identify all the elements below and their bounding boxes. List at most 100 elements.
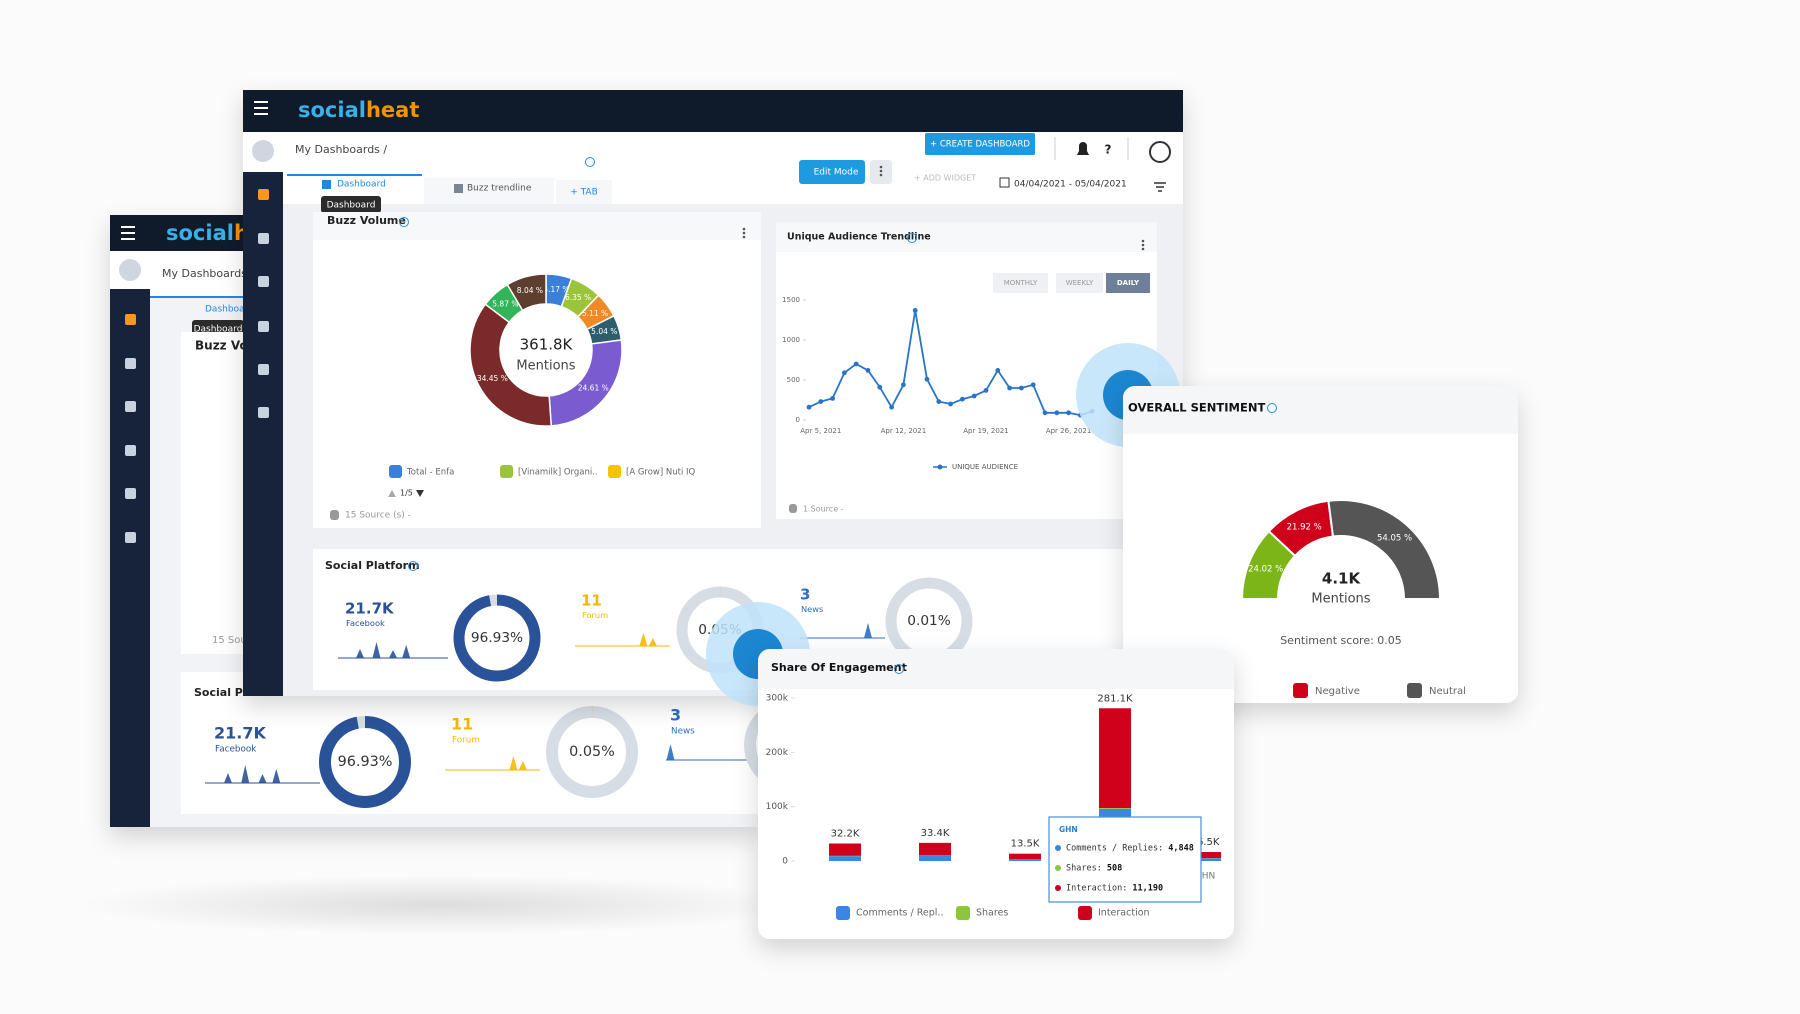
y-tick-label: 300k [766, 694, 789, 704]
tooltip-box [1048, 816, 1202, 903]
ring-share [453, 594, 541, 682]
line-point [1066, 410, 1071, 416]
add-widget[interactable]: + ADD WIDGET [914, 174, 976, 183]
platform-name: Facebook [346, 618, 385, 628]
sidebar-icon [125, 314, 136, 325]
card-header [758, 677, 1234, 689]
segment-label: 21.92 % [1287, 522, 1322, 532]
info-icon [399, 217, 409, 227]
platform-count: 21.7K [214, 724, 266, 743]
filter-icon[interactable] [1154, 182, 1166, 192]
tab-icon [454, 184, 463, 193]
sidebar-icon [125, 532, 136, 543]
x-tick-label: Apr 5, 2021 [800, 427, 841, 435]
period-button-label[interactable]: WEEKLY [1066, 279, 1094, 287]
sidebar-icon [125, 488, 136, 499]
sidebar-icon [258, 189, 269, 200]
sparkline [205, 765, 320, 783]
date-range[interactable]: 04/04/2021 - 05/04/2021 [1014, 180, 1127, 190]
donut-slice [469, 303, 553, 427]
sentiment-score: Sentiment score: 0.05 [1280, 634, 1402, 647]
period-button-label[interactable]: MONTHLY [1004, 279, 1038, 287]
slice-label: 24.61 % [578, 384, 609, 393]
period-button[interactable] [1106, 273, 1150, 293]
ring-label: 0.01% [907, 613, 950, 629]
donut-slice [506, 273, 547, 312]
legend-swatch [1407, 683, 1422, 698]
sidebar-icon [125, 358, 136, 369]
user-avatar[interactable] [1149, 141, 1171, 163]
total-label: 33.4K [921, 828, 950, 839]
ring-label: 0.05% [569, 744, 615, 760]
y-tick-label: 0 [796, 416, 800, 424]
legend-label: [A Grow] Nuti IQ [626, 468, 696, 478]
panel-title: Buzz Volume [327, 214, 406, 227]
card-header [1123, 420, 1518, 434]
tab-label[interactable]: Buzz trendline [467, 184, 532, 194]
legend-label: Interaction [1098, 908, 1150, 919]
tab-label[interactable]: Dashboard [337, 180, 386, 190]
y-tick-label: 0 [782, 857, 788, 867]
slice-label: 34.45 % [477, 374, 508, 383]
info-icon [1267, 403, 1277, 413]
legend-swatch [1293, 683, 1308, 698]
sparkline [800, 623, 885, 638]
panel-header [776, 222, 1157, 252]
slice-label: 5.17 % [543, 285, 569, 294]
logo-suffix: heat [366, 98, 419, 122]
total-label: 16.5K [1191, 837, 1220, 848]
center-value: 4.1K [1322, 570, 1362, 588]
logo: socialheat [298, 98, 419, 122]
help-icon[interactable]: ? [1105, 143, 1112, 157]
bar-segment [1009, 859, 1041, 861]
sparkline [575, 633, 670, 646]
header-bar [243, 90, 1183, 132]
tooltip-dot [1055, 845, 1061, 851]
sparkline [445, 756, 540, 770]
create-button-label[interactable]: + CREATE DASHBOARD [930, 140, 1030, 150]
period-button[interactable] [1056, 273, 1103, 293]
logo-prefix: social [166, 221, 234, 245]
menu-dot [742, 227, 746, 231]
line-point [806, 404, 812, 410]
panel-footer: 1 Source - [803, 505, 844, 514]
panel-footer: 15 Source (s) - [345, 511, 411, 521]
y-tick-label: 500 [787, 376, 800, 384]
bar-segment [1189, 852, 1221, 859]
bar-segment [1099, 808, 1131, 809]
platform-count: 11 [581, 592, 602, 610]
edit-button[interactable] [799, 160, 865, 184]
pager-up[interactable] [388, 490, 396, 497]
legend-label: Negative [1315, 686, 1360, 697]
platform-name: Facebook [215, 745, 257, 755]
total-label: 281.1K [1097, 693, 1133, 704]
legend-label: Comments / Repl.. [856, 908, 943, 919]
tab-label[interactable]: + TAB [570, 188, 598, 198]
period-button[interactable] [993, 273, 1048, 293]
create-button[interactable] [925, 133, 1035, 155]
line-point [960, 396, 965, 402]
platform-name: Forum [452, 736, 480, 746]
source-icon [330, 510, 339, 520]
period-button-label[interactable]: DAILY [1117, 279, 1140, 287]
pager-down[interactable] [416, 490, 424, 497]
edit-button-label[interactable]: Edit Mode [814, 168, 859, 178]
panel [313, 212, 761, 528]
line-point [818, 399, 824, 404]
platform-count: 3 [800, 586, 810, 604]
platform-name: News [801, 604, 823, 614]
menu-dot [879, 165, 883, 169]
info-icon [907, 233, 917, 243]
y-tick-label: 1500 [782, 296, 800, 304]
tooltip-dot [1055, 865, 1061, 871]
tab[interactable] [424, 178, 554, 204]
y-tick-label: 1000 [782, 336, 800, 344]
legend-page: 1/5 [400, 489, 413, 498]
tab[interactable] [556, 180, 612, 204]
bell-icon[interactable] [1077, 142, 1089, 155]
center-value: 361.8K [520, 336, 574, 354]
line-point [948, 401, 953, 407]
tooltip-value: 508 [1107, 864, 1122, 874]
y-tick-label: 100k [766, 802, 789, 812]
